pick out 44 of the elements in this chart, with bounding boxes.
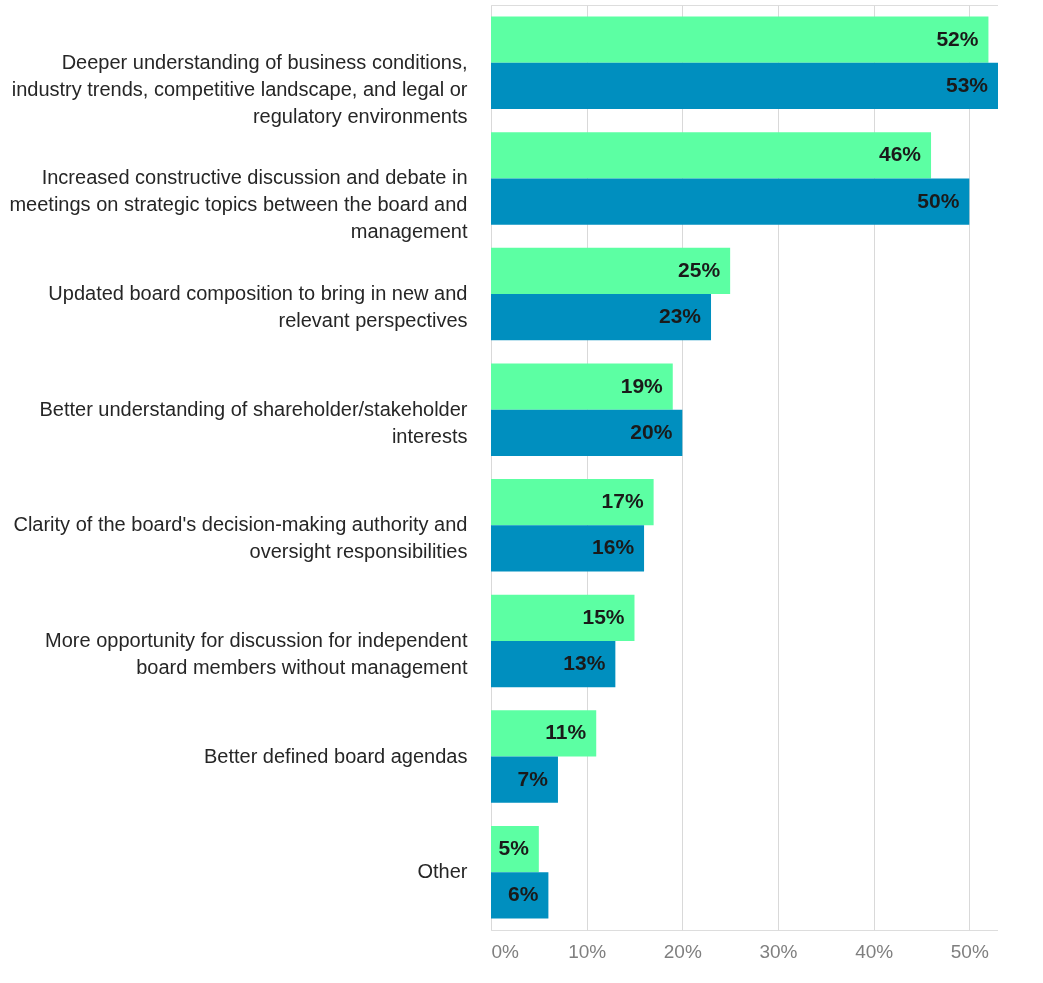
- bar: [491, 479, 654, 526]
- data-label: 19%: [620, 373, 664, 397]
- x-tick-label: 50%: [950, 940, 989, 962]
- bar: [491, 756, 558, 803]
- y-tick-label: Better understanding of shareholder/stakeholder interests: [39, 397, 468, 447]
- bar: [491, 178, 970, 225]
- y-tick-label: Deeper understanding of business conditions, industry trends, competitive landscape, and legal or regulatory environments: [11, 50, 468, 127]
- data-label: 46%: [879, 142, 922, 166]
- y-tick-label: Better defined board agendas: [203, 744, 468, 767]
- x-tick-label: 0%: [491, 940, 520, 962]
- x-tick-label: 30%: [759, 940, 798, 962]
- bar: [491, 525, 645, 572]
- data-label: 23%: [658, 304, 702, 328]
- data-label: 17%: [601, 489, 644, 513]
- bar: [491, 409, 683, 456]
- bar: [491, 132, 932, 179]
- bar: [491, 16, 989, 63]
- data-label: 13%: [563, 651, 606, 675]
- data-label: 15%: [582, 604, 625, 628]
- bar: [491, 594, 635, 641]
- x-tick-label: 10%: [568, 940, 607, 962]
- data-label: 52%: [936, 26, 979, 50]
- bar: [491, 640, 616, 688]
- x-tick-label: 20%: [663, 940, 702, 962]
- data-label: 25%: [678, 257, 721, 281]
- data-label: 50%: [917, 188, 960, 212]
- y-tick-label: Clarity of the board's decision-making authority and oversight responsibilities: [13, 513, 468, 563]
- y-tick-label: Updated board composition to bring in new and relevant perspectives: [48, 282, 468, 332]
- bar: [491, 247, 731, 295]
- data-label: 20%: [630, 419, 673, 443]
- data-label: 11%: [545, 720, 587, 744]
- data-label: 6%: [508, 882, 539, 906]
- bar: [491, 294, 712, 341]
- y-tick-label: Increased constructive discussion and debate in meetings on strategic topics between the board and management: [9, 166, 468, 243]
- data-label: 7%: [517, 766, 549, 790]
- data-label: 53%: [945, 72, 989, 96]
- y-tick-label: More opportunity for discussion for independent board members without management: [45, 628, 468, 678]
- x-tick-label: 40%: [855, 940, 894, 962]
- bar: [491, 710, 597, 757]
- bar: [491, 363, 673, 410]
- data-label: 16%: [592, 535, 635, 559]
- bar: [491, 62, 998, 110]
- data-label: 5%: [498, 836, 530, 860]
- y-tick-label: Other: [417, 860, 468, 883]
